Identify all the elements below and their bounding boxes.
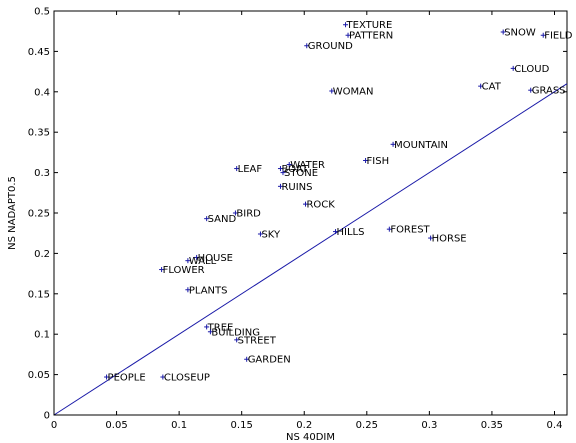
point-label: GROUND (308, 41, 353, 52)
point-label: GARDEN (248, 355, 291, 366)
data-point-sand: SAND (204, 214, 237, 225)
data-point-sky: SKY (257, 230, 281, 241)
data-point-fish: FISH (363, 156, 389, 167)
data-point-woman: WOMAN (329, 86, 373, 97)
point-label: PATTERN (349, 31, 393, 42)
point-label: MOUNTAIN (394, 140, 448, 151)
point-label: WOMAN (333, 86, 374, 97)
data-point-closeup: CLOSEUP (160, 373, 210, 384)
y-tick-label: 0.5 (34, 7, 50, 18)
y-axis-title: NS NADAPT0.5 (7, 176, 18, 250)
data-point-hills: HILLS (333, 227, 364, 238)
data-point-house: HOUSE (194, 253, 233, 264)
data-point-people: PEOPLE (104, 373, 146, 384)
x-tick-label: 0.3 (421, 420, 437, 431)
point-label: SAND (208, 214, 237, 225)
point-label: BOAT (281, 164, 308, 175)
y-tick-label: 0.05 (28, 370, 50, 381)
point-label: LEAF (238, 164, 263, 175)
y-tick-label: 0.15 (28, 289, 50, 300)
data-point-flower: FLOWER (159, 265, 205, 276)
x-tick-label: 0.05 (105, 420, 127, 431)
data-point-tree: TREE (204, 322, 233, 333)
y-axis: 0 0.05 0.1 0.15 0.2 0.25 0.3 0.35 0.4 0.45 0.5 (28, 7, 567, 422)
data-point-cat: CAT (478, 82, 502, 93)
y-tick-label: 0.1 (34, 330, 50, 341)
data-point-wall: WALL (185, 256, 217, 267)
point-label: HORSE (432, 234, 467, 245)
point-label: PLANTS (189, 285, 228, 296)
plot-area: 0 0.05 0.1 0.15 0.2 0.25 0.3 0.35 0.4 0 0.05 0.1 0.… (28, 7, 573, 432)
point-label: FLOWER (163, 265, 205, 276)
data-point-ground: GROUND (304, 41, 353, 52)
x-tick-label: 0.4 (547, 420, 563, 431)
data-point-mountain: MOUNTAIN (390, 140, 448, 151)
point-label: WALL (189, 256, 217, 267)
data-point-grass: GRASS (528, 86, 566, 97)
x-tick-label: 0.25 (356, 420, 378, 431)
x-tick-label: 0 (51, 420, 57, 431)
data-point-plants: PLANTS (185, 285, 227, 296)
point-label: ROCK (306, 200, 335, 211)
data-point-snow: SNOW (500, 28, 536, 39)
data-point-boat: BOAT (277, 164, 309, 175)
point-label: CLOSEUP (164, 373, 210, 384)
data-point-stone: STONE (280, 168, 318, 179)
point-label: CLOUD (514, 64, 549, 75)
point-label: GRASS (532, 86, 566, 97)
x-axis: 0 0.05 0.1 0.15 0.2 0.25 0.3 0.35 0.4 (51, 11, 563, 431)
x-tick-label: 0.1 (171, 420, 187, 431)
reference-line (53, 83, 568, 416)
point-label: STONE (284, 168, 318, 179)
x-tick-label: 0.2 (296, 420, 312, 431)
y-tick-label: 0.4 (34, 87, 50, 98)
data-point-horse: HORSE (428, 234, 467, 245)
data-point-texture: TEXTURE (343, 20, 392, 31)
point-label: HOUSE (198, 253, 233, 264)
y-tick-label: 0 (44, 411, 50, 422)
x-tick-label: 0.35 (481, 420, 503, 431)
data-point-forest: FOREST (386, 225, 431, 236)
point-label: WATER (290, 160, 325, 171)
y-tick-label: 0.45 (28, 47, 50, 58)
data-point-cloud: CLOUD (510, 64, 550, 75)
point-label: FOREST (390, 225, 430, 236)
point-label: FIELD (544, 31, 573, 42)
point-label: FISH (367, 156, 390, 167)
point-label: HILLS (337, 227, 365, 238)
x-axis-title: NS 40DIM (286, 432, 335, 443)
point-label: STREET (238, 335, 277, 346)
point-label: PEOPLE (108, 373, 146, 384)
data-point-water: WATER (286, 160, 325, 171)
data-point-bird: BIRD (232, 209, 261, 220)
y-tick-label: 0.3 (34, 168, 50, 179)
point-label: TREE (207, 322, 234, 333)
point-label: TEXTURE (346, 20, 393, 31)
y-tick-label: 0.35 (28, 128, 50, 139)
point-label: BIRD (236, 209, 261, 220)
data-point-ruins: RUINS (277, 182, 313, 193)
point-label: SKY (261, 230, 281, 241)
x-tick-label: 0.15 (231, 420, 253, 431)
data-point-garden: GARDEN (244, 355, 291, 366)
y-tick-label: 0.25 (28, 209, 50, 220)
data-point-street: STREET (234, 335, 277, 346)
data-point-field: FIELD (540, 31, 573, 42)
data-point-building: BUILDING (207, 327, 260, 338)
point-label: CAT (482, 82, 502, 93)
point-label: BUILDING (211, 327, 260, 338)
point-label: SNOW (504, 28, 536, 39)
data-point-pattern: PATTERN (345, 31, 393, 42)
y-tick-label: 0.2 (34, 249, 50, 260)
point-label: RUINS (281, 182, 312, 193)
data-point-rock: ROCK (302, 200, 335, 211)
data-point-leaf: LEAF (234, 164, 262, 175)
